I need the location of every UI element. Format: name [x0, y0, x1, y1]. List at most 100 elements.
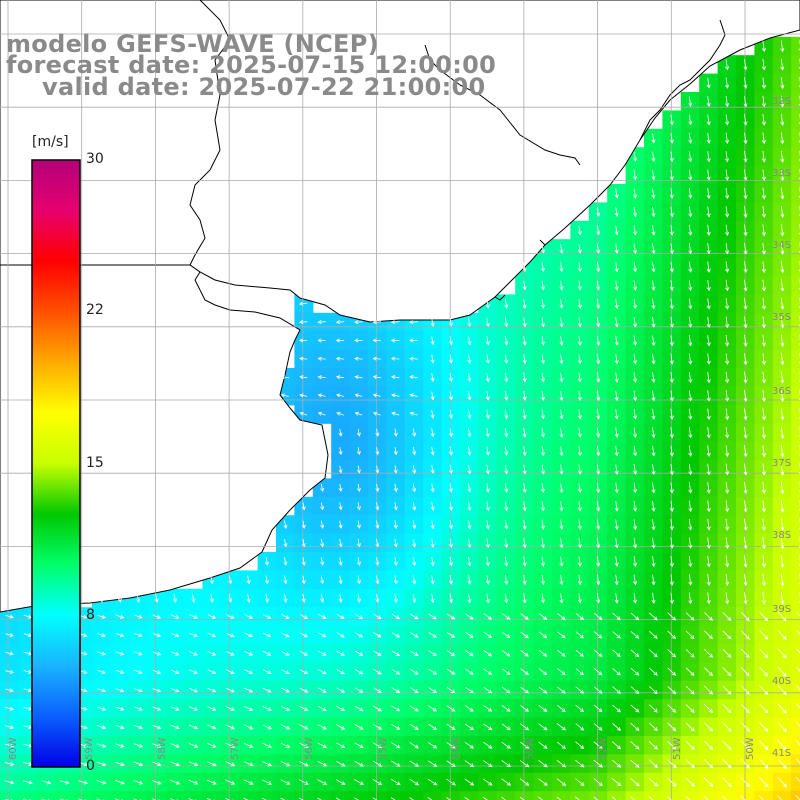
wind-arrow	[685, 759, 695, 769]
wind-arrow	[614, 225, 619, 236]
wind-arrow	[577, 390, 582, 402]
wind-arrow	[614, 501, 619, 512]
wind-arrow	[393, 465, 398, 474]
wind-arrow	[538, 759, 548, 768]
wind-arrow	[703, 740, 714, 750]
wind-arrow	[299, 393, 308, 398]
wind-arrow	[725, 279, 730, 292]
wind-arrow	[725, 224, 730, 237]
wind-arrow	[207, 632, 217, 638]
wind-arrow	[541, 262, 546, 273]
wind-arrow	[446, 631, 456, 638]
wind-arrow	[743, 500, 748, 513]
wind-arrow	[354, 356, 363, 361]
wind-arrow	[666, 796, 672, 800]
wind-arrow	[485, 391, 490, 401]
wind-arrow	[651, 445, 656, 457]
wind-cell	[791, 625, 800, 645]
wind-arrow	[557, 686, 566, 694]
wind-arrow	[485, 483, 490, 493]
wind-arrow	[559, 262, 564, 273]
wind-arrow	[520, 613, 529, 620]
wind-arrow	[557, 631, 566, 639]
wind-arrow	[559, 482, 564, 494]
wind-arrow	[115, 706, 125, 711]
wind-arrow	[501, 760, 511, 768]
wind-arrow	[96, 706, 107, 711]
wind-arrow	[209, 575, 214, 585]
wind-arrow	[430, 575, 435, 585]
wind-arrow	[446, 687, 456, 694]
wind-arrow	[685, 667, 695, 676]
wind-arrow	[409, 650, 419, 657]
wind-arrow	[596, 556, 601, 567]
wind-arrow	[633, 390, 638, 402]
wind-arrow	[780, 224, 785, 237]
wind-arrow	[630, 649, 640, 658]
wind-arrow	[633, 261, 638, 273]
wind-arrow	[335, 338, 345, 343]
wind-arrow	[372, 705, 382, 712]
wind-arrow	[556, 704, 566, 713]
wind-arrow	[669, 335, 674, 347]
wind-arrow	[280, 742, 291, 748]
lon-label: 56W	[304, 737, 315, 760]
wind-arrow	[669, 445, 674, 457]
lat-label: 37S	[772, 458, 792, 469]
wind-arrow	[354, 375, 363, 380]
wind-cell	[791, 257, 800, 277]
wind-arrow	[669, 482, 674, 494]
wind-arrow	[556, 759, 567, 768]
wind-arrow	[759, 648, 769, 659]
wind-arrow	[504, 446, 509, 457]
wind-cell	[496, 791, 516, 800]
wind-arrow	[633, 537, 638, 549]
wind-arrow	[541, 556, 546, 567]
colorbar-tick-22: 22	[86, 302, 104, 318]
wind-arrow	[740, 740, 751, 751]
wind-cell	[276, 791, 295, 800]
wind-arrow	[593, 759, 603, 768]
wind-arrow	[152, 632, 162, 638]
wind-arrow	[390, 338, 400, 343]
wind-arrow	[485, 593, 490, 604]
wind-arrow	[465, 650, 474, 657]
wind-arrow	[393, 538, 398, 548]
wind-arrow	[614, 335, 619, 346]
wind-arrow	[154, 593, 159, 603]
wind-cell	[791, 110, 800, 130]
lat-label: 39S	[772, 604, 792, 615]
wind-arrow	[430, 446, 435, 456]
wind-arrow	[430, 538, 435, 548]
wind-cell	[36, 791, 56, 800]
wind-arrow	[577, 225, 582, 236]
wind-arrow	[485, 354, 490, 364]
wind-arrow	[593, 668, 603, 676]
wind-cell	[202, 791, 222, 800]
colorbar-gradient	[31, 159, 81, 768]
wind-arrow	[356, 520, 361, 529]
wind-arrow	[280, 393, 289, 398]
wind-arrow	[485, 428, 490, 438]
wind-arrow	[467, 538, 472, 549]
wind-cell	[791, 147, 800, 167]
wind-cell	[736, 791, 755, 800]
wind-arrow	[538, 796, 543, 800]
wind-arrow	[356, 575, 361, 585]
wind-arrow	[577, 335, 582, 346]
wind-arrow	[612, 631, 621, 639]
wind-arrow	[501, 741, 511, 749]
wind-arrow	[633, 225, 638, 236]
wind-arrow	[246, 575, 251, 585]
wind-arrow	[428, 705, 438, 712]
wind-arrow	[301, 520, 306, 529]
wind-arrow	[759, 611, 769, 622]
wind-arrow	[209, 593, 214, 603]
wind-arrow	[725, 206, 730, 218]
wind-arrow	[428, 687, 437, 693]
wind-arrow	[243, 779, 254, 785]
wind-arrow	[575, 649, 585, 657]
wind-arrow	[688, 151, 693, 163]
wind-arrow	[688, 390, 693, 402]
wind-arrow	[409, 668, 419, 675]
